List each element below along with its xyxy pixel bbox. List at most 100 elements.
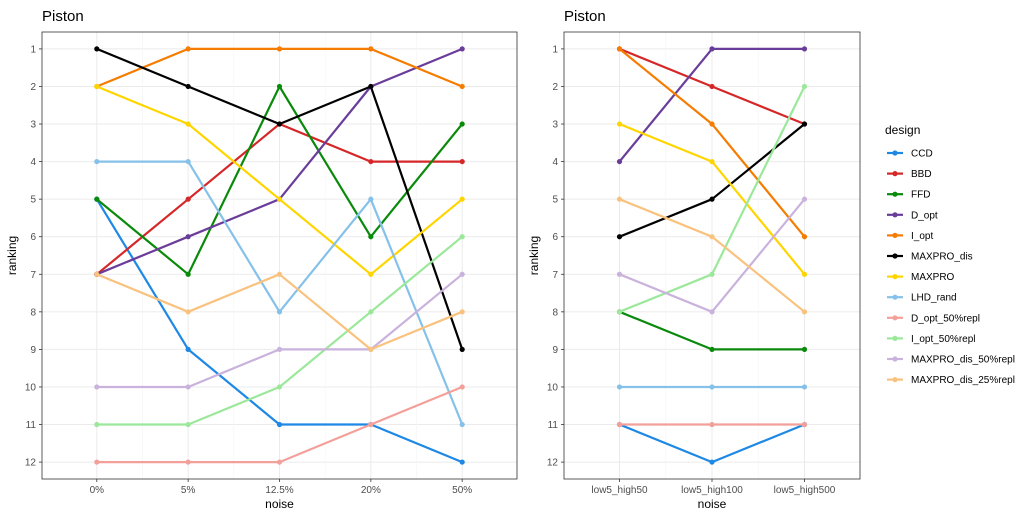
- data-point-i-opt-50-repl: [616, 309, 623, 315]
- series-maxpro-dis-50-repl: [94, 271, 465, 390]
- data-point-maxpro-dis-25-repl: [368, 346, 374, 353]
- y-tick-label: 3: [552, 120, 558, 131]
- data-point-d-opt-50-repl: [709, 421, 715, 428]
- legend-item-ccd: CCD: [887, 149, 933, 160]
- data-point-i-opt: [185, 46, 191, 52]
- data-point-i-opt-50-repl: [459, 234, 465, 240]
- data-point-maxpro-dis: [185, 83, 191, 90]
- data-point-i-opt-50-repl: [709, 271, 715, 277]
- series-d-opt-50-repl: [94, 384, 465, 465]
- data-point-maxpro-dis-25-repl: [185, 309, 191, 315]
- data-point-lhd-rand: [368, 196, 374, 202]
- y-tick-label: 9: [552, 345, 558, 356]
- series-lhd-rand: [616, 384, 808, 390]
- data-point-i-opt-50-repl: [185, 421, 191, 428]
- data-point-ccd: [459, 459, 465, 465]
- y-tick-label: 3: [30, 120, 36, 131]
- data-point-ccd: [276, 421, 283, 428]
- y-tick-label: 7: [30, 270, 36, 281]
- data-point-maxpro-dis-25-repl: [709, 234, 715, 240]
- data-point-maxpro-dis-25-repl: [616, 196, 623, 202]
- data-point-i-opt: [616, 46, 623, 52]
- data-point-maxpro-dis: [368, 83, 374, 90]
- legend-label: MAXPRO: [911, 272, 955, 283]
- series-d-opt: [616, 46, 808, 165]
- legend-key-point: [892, 274, 898, 280]
- data-point-maxpro: [616, 121, 623, 127]
- data-point-maxpro: [459, 196, 465, 202]
- data-point-maxpro-dis: [616, 234, 623, 240]
- y-tick-label: 9: [30, 345, 36, 356]
- legend-item-d-opt: D_opt: [887, 210, 938, 221]
- data-point-d-opt-50-repl: [801, 421, 808, 428]
- y-tick-label: 5: [30, 195, 36, 206]
- data-point-d-opt-50-repl: [185, 459, 191, 465]
- data-point-maxpro: [709, 158, 715, 165]
- data-point-ffd: [185, 271, 191, 277]
- legend-key-point: [892, 212, 898, 218]
- y-tick-label: 7: [552, 270, 558, 281]
- legend-label: D_opt: [911, 210, 938, 221]
- data-point-maxpro: [368, 271, 374, 277]
- legend-title: design: [885, 123, 920, 137]
- chart-title: Piston: [42, 8, 84, 25]
- y-tick-label: 1: [552, 44, 558, 55]
- legend-label: I_opt: [911, 231, 933, 242]
- data-point-maxpro-dis-25-repl: [459, 309, 465, 315]
- data-point-maxpro-dis-50-repl: [276, 346, 283, 353]
- y-tick-label: 2: [30, 82, 36, 93]
- legend-label: MAXPRO_dis_50%repl: [911, 355, 1015, 366]
- data-point-lhd-rand: [709, 384, 715, 390]
- legend-key-point: [892, 171, 898, 177]
- data-point-i-opt: [459, 83, 465, 90]
- data-point-lhd-rand: [185, 158, 191, 165]
- legend-key-point: [892, 253, 898, 259]
- legend-key-point: [892, 150, 898, 156]
- data-point-ffd: [276, 83, 283, 90]
- legend-label: BBD: [911, 169, 932, 180]
- x-tick-label: low5_high100: [681, 485, 743, 496]
- data-point-i-opt-50-repl: [368, 309, 374, 315]
- data-point-lhd-rand: [276, 309, 283, 315]
- legend-key-point: [892, 377, 898, 383]
- legend-item-i-opt-50-repl: I_opt_50%repl: [887, 334, 976, 345]
- legend-label: D_opt_50%repl: [911, 313, 980, 324]
- legend-key-point: [892, 232, 898, 238]
- series-i-opt-50-repl: [616, 83, 808, 315]
- data-point-lhd-rand: [94, 158, 100, 165]
- data-point-i-opt-50-repl: [801, 83, 808, 90]
- series-maxpro-dis-25-repl: [616, 196, 808, 315]
- series-d-opt-50-repl: [616, 421, 808, 428]
- y-tick-label: 5: [552, 195, 558, 206]
- data-point-ffd: [368, 234, 374, 240]
- legend-item-bbd: BBD: [887, 169, 932, 180]
- y-tick-label: 2: [552, 82, 558, 93]
- data-point-maxpro-dis-25-repl: [276, 271, 283, 277]
- data-point-d-opt-50-repl: [94, 459, 100, 465]
- x-tick-label: 12.5%: [265, 485, 293, 496]
- legend-item-d-opt-50-repl: D_opt_50%repl: [887, 313, 980, 324]
- data-point-bbd: [459, 158, 465, 165]
- legend-item-ffd: FFD: [887, 190, 930, 201]
- legend-label: CCD: [911, 149, 933, 160]
- data-point-d-opt: [459, 46, 465, 52]
- data-point-maxpro-dis-50-repl: [616, 271, 623, 277]
- data-point-i-opt: [709, 121, 715, 127]
- legend-item-maxpro: MAXPRO: [887, 272, 955, 283]
- y-tick-label: 12: [25, 458, 37, 469]
- data-point-maxpro-dis: [709, 196, 715, 202]
- y-tick-label: 6: [552, 232, 558, 243]
- data-point-maxpro: [801, 271, 808, 277]
- series-maxpro-dis: [94, 46, 465, 353]
- series-i-opt-50-repl: [94, 234, 465, 428]
- legend-item-maxpro-dis-50-repl: MAXPRO_dis_50%repl: [887, 355, 1015, 366]
- legend-label: MAXPRO_dis_25%repl: [911, 375, 1015, 386]
- data-point-i-opt-50-repl: [276, 384, 283, 390]
- data-point-maxpro-dis: [276, 121, 283, 127]
- y-tick-label: 12: [547, 458, 559, 469]
- x-axis-title: noise: [698, 497, 727, 511]
- data-point-ffd: [459, 121, 465, 127]
- legend-item-maxpro-dis: MAXPRO_dis: [887, 252, 973, 263]
- data-point-maxpro: [276, 196, 283, 202]
